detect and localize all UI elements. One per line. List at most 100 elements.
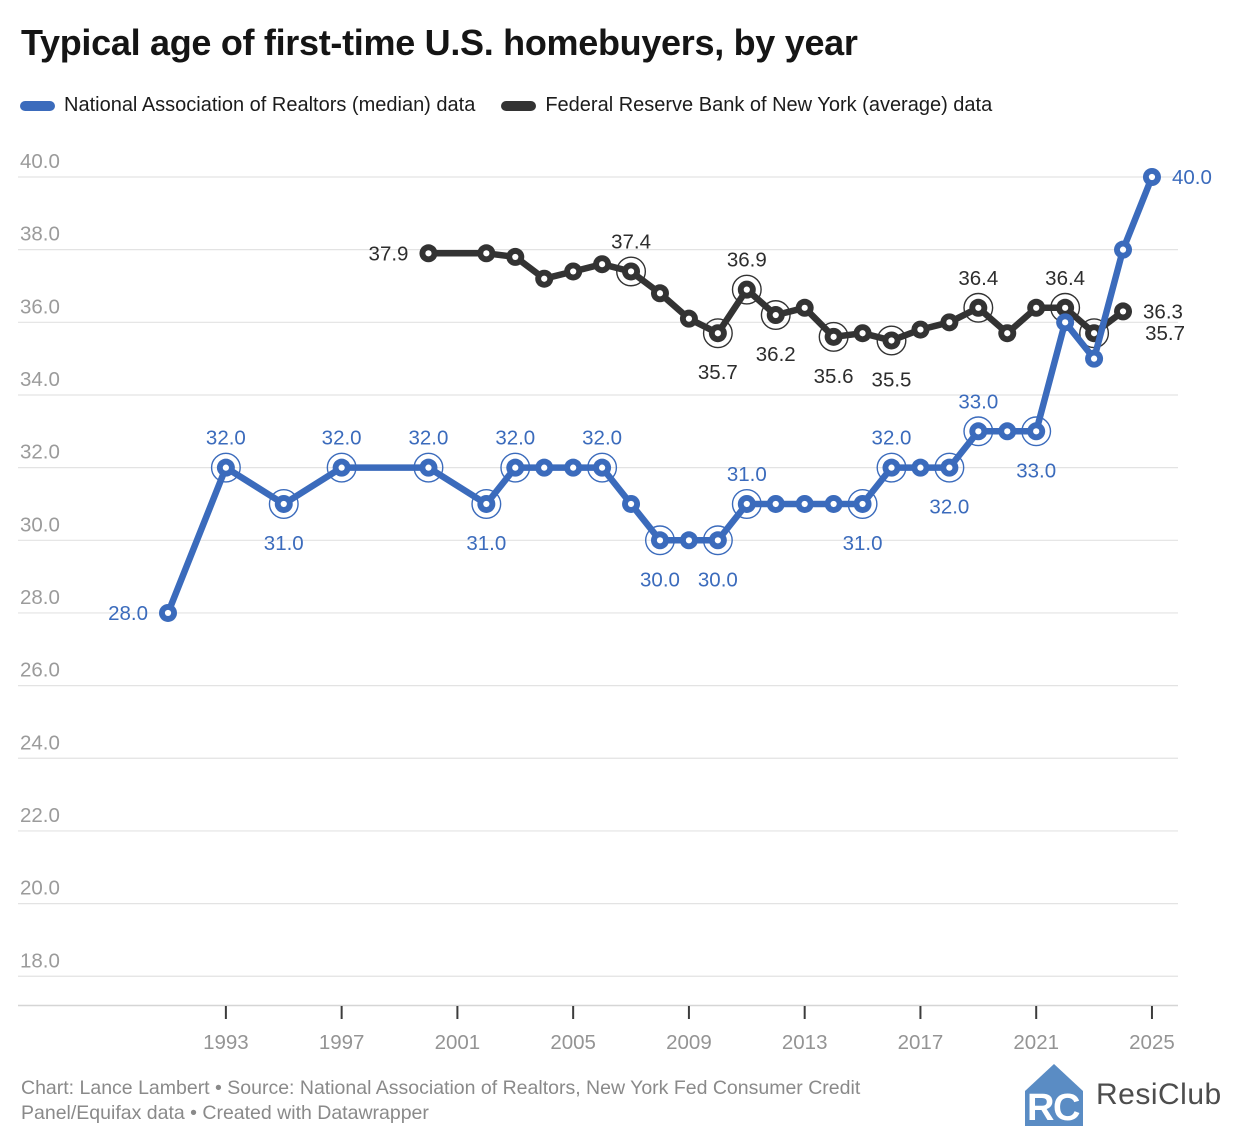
x-axis-label: 2013 (782, 1031, 828, 1054)
y-axis-label: 28.0 (20, 586, 60, 609)
point-halo (963, 416, 994, 447)
data-point-center (483, 500, 490, 508)
point-halo (268, 488, 299, 519)
data-point-center (280, 500, 287, 508)
data-point-center (859, 330, 866, 337)
data-point-center (512, 253, 519, 261)
data-point-center (627, 500, 635, 508)
data-point-label: 36.3 (1143, 300, 1183, 323)
data-point-center (1148, 173, 1156, 181)
y-axis-label: 18.0 (20, 949, 60, 972)
data-point-label: 30.0 (698, 568, 738, 591)
y-axis-label: 32.0 (20, 441, 60, 464)
series-line-1 (425, 250, 1127, 344)
x-axis-label: 2009 (666, 1031, 712, 1054)
y-axis-label: 20.0 (20, 877, 60, 900)
data-point-center (801, 500, 808, 508)
y-axis-label: 36.0 (20, 295, 60, 318)
data-point-center (1090, 355, 1098, 362)
data-point-center (888, 337, 895, 344)
data-point-label: 35.6 (814, 365, 854, 388)
data-point-center (975, 304, 982, 311)
data-point-center (946, 464, 953, 471)
data-point-center (627, 268, 635, 275)
data-point-center (1033, 428, 1040, 435)
point-halo (760, 300, 791, 331)
point-halo (616, 256, 647, 287)
data-point-center (685, 537, 693, 544)
data-point-center (425, 250, 432, 257)
data-point-center (772, 311, 779, 319)
data-point-center (570, 464, 577, 471)
y-axis-label: 40.0 (20, 150, 60, 173)
resiclub-logo: R C ResiClub (1025, 1064, 1222, 1126)
data-point-center (599, 464, 606, 471)
data-point-center (1119, 246, 1127, 253)
x-axis-label: 2017 (898, 1031, 944, 1054)
data-point-center (830, 333, 837, 340)
legend-item-0: National Association of Realtors (median… (20, 94, 475, 117)
data-point-center (888, 464, 895, 471)
data-point-label: 31.0 (843, 532, 883, 555)
data-point-center (1033, 304, 1040, 311)
data-point-label: 33.0 (1016, 459, 1056, 482)
point-halo (963, 292, 994, 323)
data-point-label: 31.0 (727, 463, 767, 486)
data-point-center (743, 286, 750, 293)
x-axis-label: 2025 (1129, 1031, 1175, 1054)
point-halo (500, 452, 531, 483)
data-point-label: 35.7 (698, 361, 738, 384)
data-point-center (1062, 304, 1069, 311)
data-point-label: 32.0 (409, 427, 449, 450)
svg-text:R: R (1027, 1087, 1054, 1126)
data-point-center (425, 464, 432, 471)
data-point-center (917, 464, 924, 471)
data-point-label: 32.0 (929, 496, 969, 519)
data-point-label: 37.9 (369, 242, 409, 265)
legend-swatch (20, 100, 55, 111)
data-point-center (338, 464, 345, 471)
data-point-center (1062, 319, 1069, 326)
point-halo (934, 452, 965, 483)
x-axis-label: 2005 (550, 1031, 596, 1054)
data-point-center (859, 500, 866, 508)
data-point-center (1004, 428, 1011, 435)
data-point-center (714, 537, 721, 544)
data-point-label: 35.7 (1145, 322, 1185, 345)
point-halo (731, 488, 762, 519)
chart-title: Typical age of first-time U.S. homebuyer… (21, 22, 858, 63)
data-point-center (570, 268, 577, 275)
legend-label: National Association of Realtors (median… (64, 94, 476, 116)
data-point-center (599, 261, 606, 268)
attribution-line-2: Panel/Equifax data • Created with Datawr… (21, 1102, 429, 1124)
data-point-center (830, 500, 837, 508)
y-axis-label: 26.0 (20, 659, 60, 682)
data-point-label: 36.4 (958, 267, 998, 290)
x-axis-label: 1997 (319, 1031, 365, 1054)
data-point-center (483, 250, 490, 257)
y-axis-label: 38.0 (20, 223, 60, 246)
svg-text:C: C (1053, 1087, 1080, 1126)
data-point-center (222, 464, 229, 471)
x-axis-label: 2001 (435, 1031, 481, 1054)
data-point-label: 30.0 (640, 568, 680, 591)
data-point-label: 32.0 (206, 427, 246, 450)
legend: National Association of Realtors (median… (20, 94, 992, 117)
data-point-label: 31.0 (466, 532, 506, 555)
data-point-center (1090, 330, 1098, 337)
point-halo (413, 452, 444, 483)
data-point-center (656, 290, 664, 297)
point-halo (471, 488, 502, 519)
data-point-center (512, 464, 519, 471)
point-halo (326, 452, 357, 483)
point-halo (1021, 416, 1052, 447)
data-point-label: 28.0 (108, 602, 148, 625)
data-point-center (656, 537, 664, 544)
attribution-line-1: Chart: Lance Lambert • Source: National … (21, 1077, 861, 1099)
data-point-center (1004, 330, 1011, 337)
data-point-label: 32.0 (322, 427, 362, 450)
point-halo (587, 452, 618, 483)
point-halo (876, 452, 907, 483)
data-point-label: 37.4 (611, 230, 651, 253)
